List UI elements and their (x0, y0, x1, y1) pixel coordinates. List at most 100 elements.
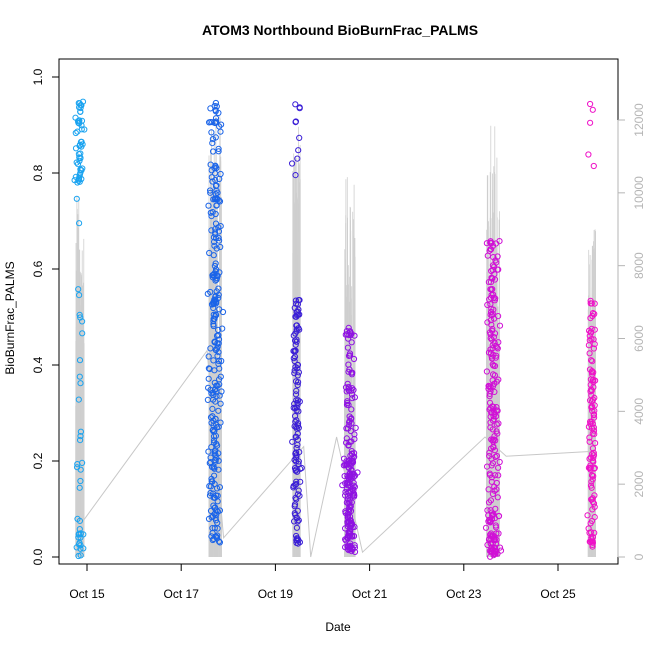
data-point (294, 361, 301, 369)
data-point (489, 511, 496, 519)
data-point (77, 314, 84, 321)
data-point (350, 454, 357, 461)
data-point (291, 503, 298, 510)
x-tick-label: Oct 23 (446, 587, 482, 601)
data-point (294, 155, 301, 162)
data-point (292, 341, 299, 348)
data-point (213, 202, 220, 209)
data-point (487, 335, 494, 342)
data-point (585, 464, 593, 471)
data-point (587, 100, 594, 108)
data-point (208, 444, 215, 451)
data-point (215, 336, 223, 343)
data-point (294, 401, 301, 408)
data-point (295, 540, 302, 547)
data-point (348, 339, 355, 346)
data-point (489, 377, 496, 384)
data-point (205, 202, 212, 209)
data-point (210, 148, 217, 155)
data-point (349, 485, 356, 492)
data-point (292, 297, 299, 304)
data-point (291, 400, 298, 407)
data-point (213, 533, 220, 541)
data-point (495, 530, 502, 537)
data-point (488, 409, 495, 416)
y-axis-label: BioBurnFrac_PALMS (3, 261, 17, 374)
data-point (343, 331, 351, 338)
data-point (588, 403, 596, 410)
data-point (485, 518, 492, 525)
data-point (349, 395, 356, 402)
data-point (494, 253, 501, 260)
data-point (211, 170, 219, 177)
data-point (213, 272, 221, 279)
data-point (216, 306, 223, 313)
data-point (217, 243, 224, 251)
data-point (589, 534, 597, 541)
y2-tick-label: 2000 (632, 470, 646, 497)
data-point (490, 254, 497, 261)
data-point (347, 540, 354, 547)
data-point (73, 195, 80, 202)
data-point (210, 271, 217, 279)
data-point (488, 478, 495, 485)
y2-tick-label: 10000 (632, 176, 646, 210)
data-point (352, 424, 359, 431)
data-point (348, 371, 356, 378)
data-point (292, 172, 299, 179)
data-point (293, 524, 300, 531)
data-point (588, 357, 595, 364)
data-point (77, 104, 84, 112)
data-point (218, 357, 225, 365)
data-point (293, 452, 300, 459)
data-point (591, 514, 598, 521)
data-point (290, 355, 297, 362)
data-point (588, 329, 595, 336)
data-point (214, 519, 221, 527)
data-point (207, 189, 214, 196)
data-point (295, 297, 302, 304)
data-point (217, 400, 224, 407)
data-point (212, 99, 219, 107)
data-point (72, 129, 79, 137)
data-point (210, 464, 217, 471)
data-point (294, 381, 301, 389)
data-point (211, 242, 218, 249)
data-point (585, 525, 592, 532)
data-point (588, 484, 595, 491)
data-point (588, 472, 596, 479)
data-point (351, 431, 358, 438)
data-point (207, 507, 215, 514)
data-point (208, 478, 215, 485)
data-point (211, 262, 218, 270)
data-point (77, 477, 84, 485)
data-point (294, 372, 301, 379)
data-point (211, 448, 218, 455)
data-point (295, 420, 302, 427)
data-point (212, 415, 219, 422)
data-point (495, 376, 502, 383)
data-point (348, 457, 355, 464)
data-point (350, 486, 357, 493)
data-point (210, 234, 217, 241)
data-point (350, 490, 357, 497)
data-point (493, 486, 500, 493)
data-point (345, 441, 352, 449)
data-point (80, 545, 87, 552)
data-point (81, 126, 88, 133)
data-point (586, 366, 594, 373)
data-point (350, 355, 358, 363)
data-point (292, 101, 299, 108)
y-tick-label: 1.0 (31, 68, 45, 85)
data-point (213, 182, 220, 189)
data-point (347, 507, 355, 515)
data-point (489, 262, 496, 269)
data-point (291, 465, 299, 472)
y2-tick-label: 0 (632, 553, 646, 560)
data-point (491, 487, 498, 494)
data-point (74, 179, 81, 186)
data-point (590, 458, 597, 465)
data-point (591, 341, 598, 348)
data-point (343, 388, 350, 395)
